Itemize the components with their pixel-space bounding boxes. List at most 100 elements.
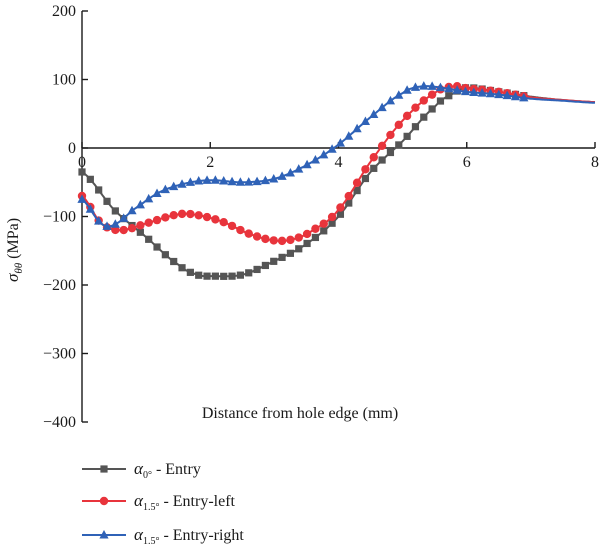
data-point-circle (394, 120, 403, 130)
data-point-triangle (269, 173, 279, 183)
x-tick-label: 6 (463, 154, 471, 171)
data-point-circle (169, 211, 178, 220)
data-point-square (386, 148, 395, 157)
data-point-square (145, 235, 153, 243)
legend-item: α0° - Entry (82, 459, 201, 481)
data-point-circle (186, 209, 195, 219)
data-point-triangle (344, 131, 354, 140)
data-point-triangle (202, 175, 212, 184)
legend-text: - Entry-right (159, 527, 244, 544)
data-point-triangle (185, 177, 195, 186)
data-point-circle (386, 130, 395, 140)
data-point-circle (136, 221, 145, 230)
data-point-triangle (402, 85, 412, 94)
data-point-square (195, 271, 203, 279)
data-point-triangle (252, 176, 262, 186)
data-point-circle (227, 221, 237, 231)
data-point-square (228, 272, 236, 280)
data-point-square (420, 113, 428, 121)
data-point-square (370, 164, 378, 172)
data-point-square (261, 261, 269, 270)
data-point-triangle (452, 85, 462, 94)
x-tick-label: 0 (78, 154, 86, 171)
legend-text: - Entry (152, 461, 201, 478)
x-tick-label: 2 (206, 154, 214, 171)
data-point-square (345, 199, 353, 207)
data-point-square (328, 219, 336, 227)
y-axis-title: σθθ (MPa) (3, 218, 25, 282)
data-point-square (236, 271, 244, 279)
y-tick-label: 0 (68, 140, 76, 157)
data-point-triangle (427, 81, 437, 90)
data-point-circle (377, 141, 387, 151)
data-point-triangle (310, 155, 321, 164)
data-point-square (270, 257, 278, 265)
data-point-square (295, 245, 303, 253)
y-axis-title-subscript: θθ (13, 262, 25, 273)
data-point-square (378, 156, 386, 164)
y-tick-label: 100 (52, 72, 76, 89)
data-point-circle (336, 203, 345, 212)
data-point-triangle (377, 102, 387, 112)
legend-label: α1.5° - Entry-left (134, 491, 236, 513)
data-point-triangle (419, 81, 429, 90)
svg-text:σθθ(MPa): σθθ (MPa) (3, 218, 25, 282)
data-point-square (436, 97, 445, 105)
data-point-circle (369, 153, 378, 162)
data-point-circle (269, 236, 278, 245)
data-point-triangle (160, 184, 170, 194)
data-point-circle (144, 218, 153, 227)
data-point-square (103, 197, 111, 205)
data-point-triangle (460, 86, 471, 96)
x-axis-title: Distance from hole edge (mm) (202, 405, 398, 422)
data-point-triangle (77, 194, 87, 203)
y-tick-label: −400 (43, 414, 76, 431)
data-point-triangle (302, 159, 312, 169)
data-point-circle (111, 225, 120, 235)
data-point-triangle (210, 175, 220, 184)
data-point-circle (302, 229, 312, 239)
data-point-square (278, 253, 286, 261)
data-point-triangle (469, 87, 479, 96)
data-point-circle (177, 209, 187, 219)
data-point-triangle (135, 199, 145, 209)
data-point-triangle (477, 88, 487, 97)
data-point-square (100, 465, 108, 473)
data-point-square (153, 243, 161, 251)
data-point-square (353, 186, 361, 195)
data-point-circle (344, 191, 353, 201)
data-point-triangle (244, 177, 254, 186)
data-point-circle (152, 215, 162, 225)
series-triangle (77, 81, 596, 230)
data-point-circle (319, 219, 328, 228)
data-point-triangle (369, 109, 379, 119)
data-point-triangle (152, 188, 162, 198)
data-point-square (336, 210, 345, 218)
data-point-triangle (294, 164, 304, 173)
data-point-square (86, 175, 94, 183)
legend-subscript: 1.5° (143, 536, 160, 547)
x-tick-label: 4 (335, 154, 343, 171)
legend-label: α1.5° - Entry-right (134, 525, 244, 547)
data-point-circle (161, 213, 170, 222)
data-point-triangle (99, 530, 109, 539)
x-tick-label: 8 (591, 154, 599, 171)
legend-symbol: α (134, 525, 144, 544)
series-layer (77, 81, 596, 280)
data-point-square (320, 227, 328, 235)
data-point-square (178, 264, 186, 272)
data-point-triangle (352, 123, 362, 133)
data-point-circle (236, 225, 245, 235)
data-point-triangle (319, 149, 329, 159)
data-point-triangle (219, 175, 229, 185)
data-point-square (111, 207, 119, 215)
data-point-square (78, 168, 86, 176)
y-axis-title-symbol: σ (3, 273, 22, 282)
data-point-circle (352, 178, 362, 187)
legend-item: α1.5° - Entry-right (82, 525, 244, 547)
legend-text: - Entry-left (159, 493, 235, 510)
data-point-circle (99, 496, 109, 506)
data-point-square (203, 272, 211, 280)
